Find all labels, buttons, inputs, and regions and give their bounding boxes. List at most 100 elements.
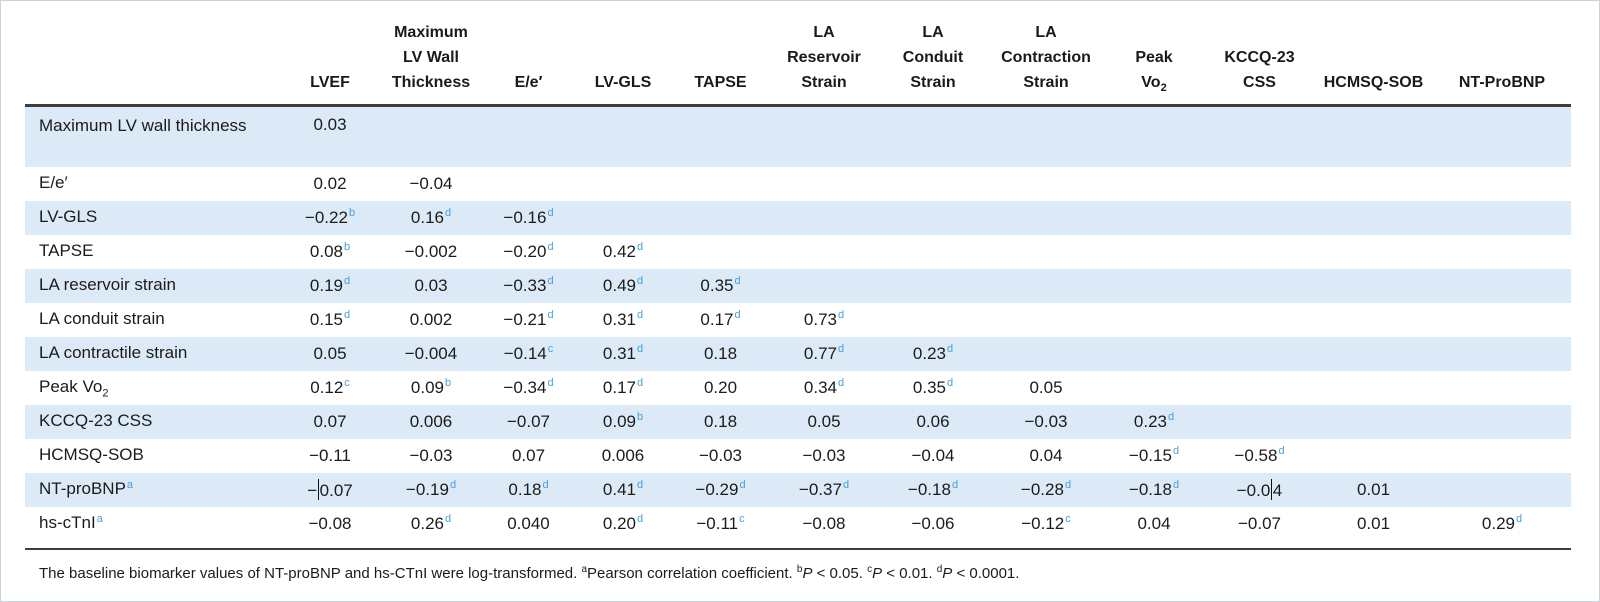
row-label: LV-GLS: [39, 207, 98, 227]
table-cell: [1205, 303, 1314, 337]
table-cell: [989, 269, 1103, 303]
table-wrap: LVEF Maximum LV Wall Thickness E/e′ LV-GLS T…: [25, 7, 1571, 541]
table-cell: [771, 235, 877, 269]
column-header: LA Contraction Strain: [989, 7, 1103, 108]
table-cell: [1205, 235, 1314, 269]
text-cursor: [1270, 478, 1273, 500]
table-cell: −0.04: [409, 173, 453, 193]
table-cell: [1205, 269, 1314, 303]
table-cell: −0.22b: [304, 207, 356, 227]
table-cell: [877, 303, 989, 337]
table-cell: 0.31d: [602, 309, 644, 329]
table-row: TAPSE 0.08b −0.002 −0.20d 0.42d: [25, 235, 1571, 269]
table-cell: [1433, 167, 1571, 201]
table-cell: −0.08: [802, 513, 846, 533]
table-cell: 0.19d: [309, 275, 351, 295]
table-cell: [989, 303, 1103, 337]
table-cell: [1314, 269, 1433, 303]
table-cell: 0.09b: [410, 377, 452, 397]
table-cell: 0.17d: [602, 377, 644, 397]
table-cell: 0.18d: [508, 479, 549, 499]
table-cell: 0.03: [313, 115, 347, 135]
table-cell: [1433, 337, 1571, 371]
table-cell: −0.07: [307, 478, 353, 500]
table-cell: 0.07: [313, 411, 347, 431]
table-cell: [1314, 201, 1433, 235]
column-header: TAPSE: [670, 7, 771, 108]
table-cell: [989, 167, 1103, 201]
table-cell: −0.19d: [405, 479, 457, 499]
table-cell: [1433, 106, 1571, 167]
table-cell: 0.040: [507, 513, 550, 533]
table-cell: [576, 167, 670, 201]
column-header: LV-GLS: [576, 7, 670, 108]
table-cell: 0.01: [1356, 479, 1391, 499]
table-cell: −0.11: [309, 445, 351, 465]
table-cell: −0.03: [698, 445, 742, 465]
row-label: LA conduit strain: [39, 309, 165, 329]
row-label: Peak Vo2: [39, 377, 109, 400]
table-cell: −0.15d: [1128, 445, 1180, 465]
column-header: Maximum LV Wall Thickness: [381, 7, 481, 108]
table-cell: 0.77d: [803, 343, 845, 363]
table-cell: −0.18d: [1128, 479, 1180, 499]
table-cell: [670, 167, 771, 201]
table-cell: 0.18: [703, 343, 738, 363]
table-cell: 0.15d: [309, 309, 351, 329]
table-row: LA contractile strain 0.05 −0.004 −0.14c 0.3…: [25, 336, 1571, 371]
column-header: E/e′: [481, 7, 576, 108]
table-cell: [877, 269, 989, 303]
table-cell: [1433, 405, 1571, 439]
table-cell: [1103, 371, 1205, 405]
column-header: LA Reservoir Strain: [771, 7, 877, 108]
table-cell: [1103, 269, 1205, 303]
table-cell: 0.42d: [602, 241, 644, 261]
table-cell: 0.06: [916, 411, 950, 431]
table-cell: [771, 167, 877, 201]
table-cell: [576, 201, 670, 235]
table-cell: −0.16d: [503, 207, 554, 227]
table-cell: 0.04: [1029, 445, 1063, 465]
table-row: NT-proBNPa −0.07 −0.19d 0.18d 0.41d −0.29d −0.…: [25, 472, 1571, 507]
table-cell: [1103, 167, 1205, 201]
table-cell: 0.34d: [803, 377, 845, 397]
row-label: TAPSE: [39, 241, 94, 261]
table-cell: −0.07: [1237, 513, 1281, 533]
table-cell: [1205, 337, 1314, 371]
table-cell: 0.23d: [912, 343, 954, 363]
table-cell: 0.26d: [410, 513, 452, 533]
table-cell: 0.03: [414, 275, 448, 295]
table-cell: −0.07: [506, 411, 550, 431]
table-cell: [670, 235, 771, 269]
table-cell: [1433, 201, 1571, 235]
row-label: NT-proBNPa: [39, 478, 134, 499]
table-cell: [1103, 235, 1205, 269]
table-cell: [989, 235, 1103, 269]
table-cell: 0.20: [703, 377, 738, 397]
row-label: KCCQ-23 CSS: [39, 411, 153, 431]
table-cell: 0.07: [511, 445, 546, 465]
table-cell: [877, 106, 989, 167]
table-cell: −0.12c: [1021, 513, 1071, 533]
column-header: NT-ProBNP: [1433, 7, 1571, 108]
table-cell: −0.34d: [503, 377, 554, 397]
row-label: E/e′: [39, 173, 68, 193]
table-cell: [877, 235, 989, 269]
corner-cell: [25, 7, 279, 108]
table-cell: 0.12c: [310, 377, 350, 397]
table-header: LVEF Maximum LV Wall Thickness E/e′ LV-GLS T…: [25, 7, 1571, 108]
table-cell: 0.01: [1356, 513, 1391, 533]
table-cell: [1205, 167, 1314, 201]
table-cell: −0.14c: [503, 343, 554, 363]
table-cell: [989, 201, 1103, 235]
table-cell: −0.29d: [695, 479, 746, 499]
table-row: LA conduit strain 0.15d 0.002 −0.21d 0.31d 0.…: [25, 303, 1571, 337]
table-cell: −0.03: [409, 445, 453, 465]
table-cell: [771, 201, 877, 235]
column-header: Peak Vo2: [1103, 7, 1205, 108]
table-cell: 0.17d: [700, 309, 741, 329]
table-row: KCCQ-23 CSS 0.07 0.006 −0.07 0.09b 0.18 0.05 0.…: [25, 404, 1571, 439]
table-cell: [481, 167, 576, 201]
table-cell: [1433, 439, 1571, 473]
